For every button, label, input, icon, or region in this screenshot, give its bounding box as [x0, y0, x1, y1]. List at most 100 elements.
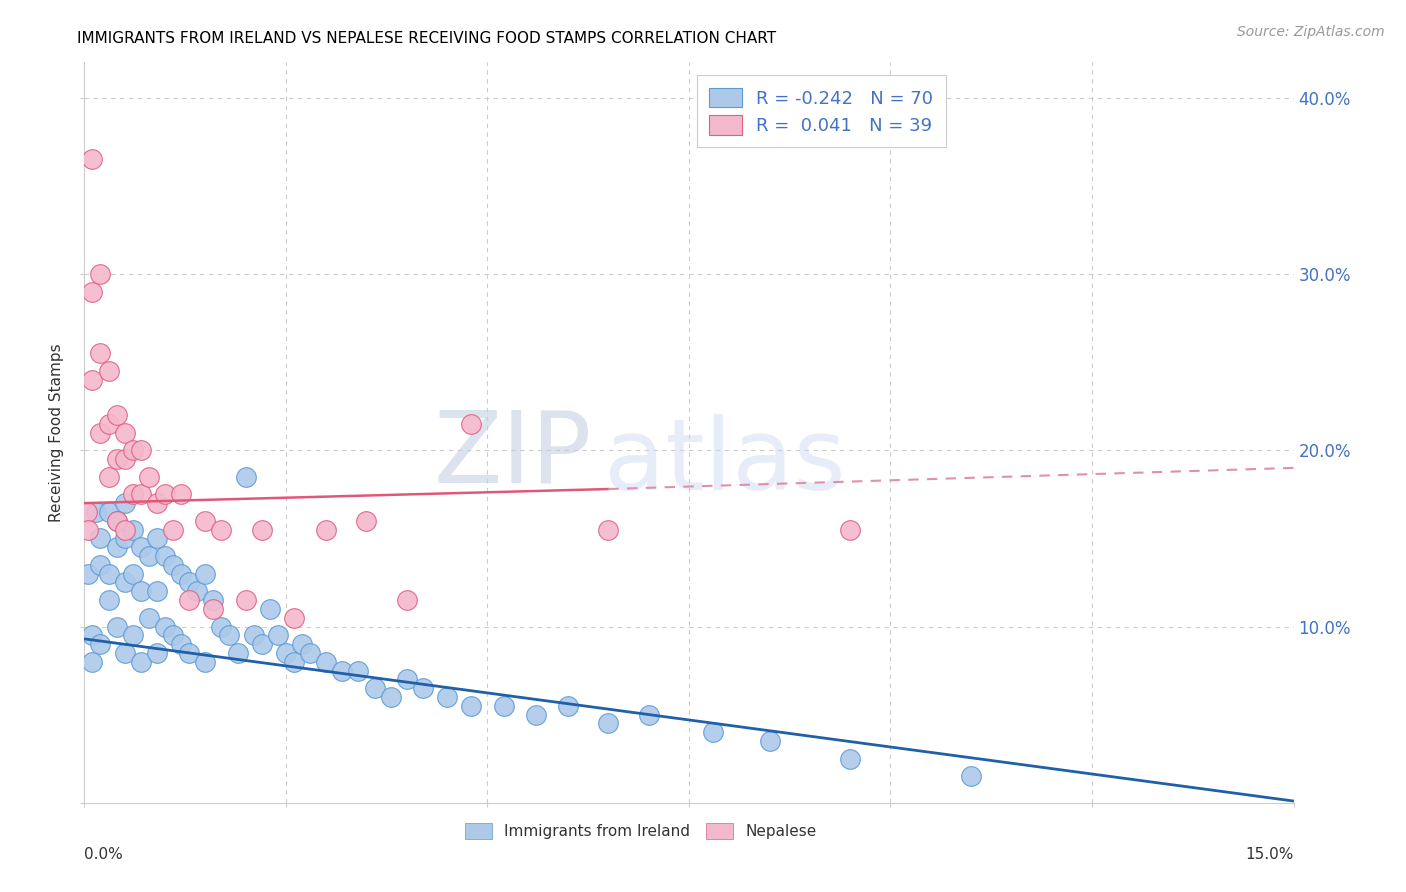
Point — [839, 523, 862, 537]
Point — [170, 637, 193, 651]
Point — [89, 532, 111, 546]
Point — [299, 646, 322, 660]
Point — [153, 619, 176, 633]
Point — [89, 346, 111, 360]
Point — [637, 707, 659, 722]
Text: ZIP: ZIP — [434, 407, 592, 503]
Point — [129, 443, 152, 458]
Point — [89, 558, 111, 572]
Point — [146, 532, 169, 546]
Point — [758, 734, 780, 748]
Point — [97, 469, 120, 483]
Point — [267, 628, 290, 642]
Point — [162, 558, 184, 572]
Point — [839, 752, 862, 766]
Point — [170, 487, 193, 501]
Point — [226, 646, 249, 660]
Point — [121, 487, 143, 501]
Point — [97, 593, 120, 607]
Point — [105, 452, 128, 467]
Point — [121, 566, 143, 581]
Point — [274, 646, 297, 660]
Point — [209, 619, 232, 633]
Point — [82, 153, 104, 167]
Point — [89, 425, 111, 440]
Point — [114, 452, 136, 467]
Point — [97, 566, 120, 581]
Point — [179, 575, 201, 590]
Point — [114, 523, 136, 537]
Y-axis label: Receiving Food Stamps: Receiving Food Stamps — [49, 343, 65, 522]
Point — [82, 655, 104, 669]
Point — [460, 698, 482, 713]
Point — [209, 523, 232, 537]
Point — [436, 690, 458, 704]
Point — [105, 408, 128, 422]
Point — [153, 487, 176, 501]
Point — [702, 725, 724, 739]
Point — [202, 602, 225, 616]
Point — [460, 417, 482, 431]
Point — [114, 496, 136, 510]
Point — [105, 514, 128, 528]
Point — [395, 673, 418, 687]
Point — [114, 425, 136, 440]
Point — [960, 769, 983, 783]
Point — [380, 690, 402, 704]
Point — [250, 637, 273, 651]
Point — [121, 523, 143, 537]
Point — [315, 655, 337, 669]
Point — [492, 698, 515, 713]
Point — [153, 549, 176, 563]
Point — [89, 637, 111, 651]
Point — [121, 628, 143, 642]
Point — [412, 681, 434, 696]
Point — [138, 549, 160, 563]
Legend: Immigrants from Ireland, Nepalese: Immigrants from Ireland, Nepalese — [457, 815, 824, 847]
Point — [82, 285, 104, 299]
Point — [76, 505, 98, 519]
Point — [395, 593, 418, 607]
Point — [235, 593, 257, 607]
Point — [250, 523, 273, 537]
Point — [347, 664, 370, 678]
Point — [291, 637, 314, 651]
Point — [179, 593, 201, 607]
Point — [186, 584, 208, 599]
Text: IMMIGRANTS FROM IRELAND VS NEPALESE RECEIVING FOOD STAMPS CORRELATION CHART: IMMIGRANTS FROM IRELAND VS NEPALESE RECE… — [77, 31, 776, 46]
Point — [146, 646, 169, 660]
Point — [114, 646, 136, 660]
Point — [97, 364, 120, 378]
Point — [121, 443, 143, 458]
Point — [146, 496, 169, 510]
Point — [138, 610, 160, 624]
Point — [129, 584, 152, 599]
Point — [218, 628, 240, 642]
Point — [598, 523, 620, 537]
Point — [129, 540, 152, 554]
Point — [89, 267, 111, 281]
Point — [86, 505, 108, 519]
Point — [242, 628, 264, 642]
Point — [179, 646, 201, 660]
Text: 15.0%: 15.0% — [1246, 847, 1294, 862]
Text: 0.0%: 0.0% — [84, 847, 124, 862]
Point — [330, 664, 353, 678]
Point — [77, 523, 100, 537]
Point — [283, 655, 305, 669]
Point — [97, 417, 120, 431]
Point — [259, 602, 281, 616]
Point — [170, 566, 193, 581]
Point — [97, 505, 120, 519]
Point — [356, 514, 378, 528]
Point — [162, 523, 184, 537]
Point — [105, 540, 128, 554]
Point — [202, 593, 225, 607]
Point — [194, 655, 217, 669]
Point — [598, 716, 620, 731]
Text: atlas: atlas — [605, 414, 846, 511]
Point — [162, 628, 184, 642]
Point — [82, 628, 104, 642]
Point — [315, 523, 337, 537]
Point — [524, 707, 547, 722]
